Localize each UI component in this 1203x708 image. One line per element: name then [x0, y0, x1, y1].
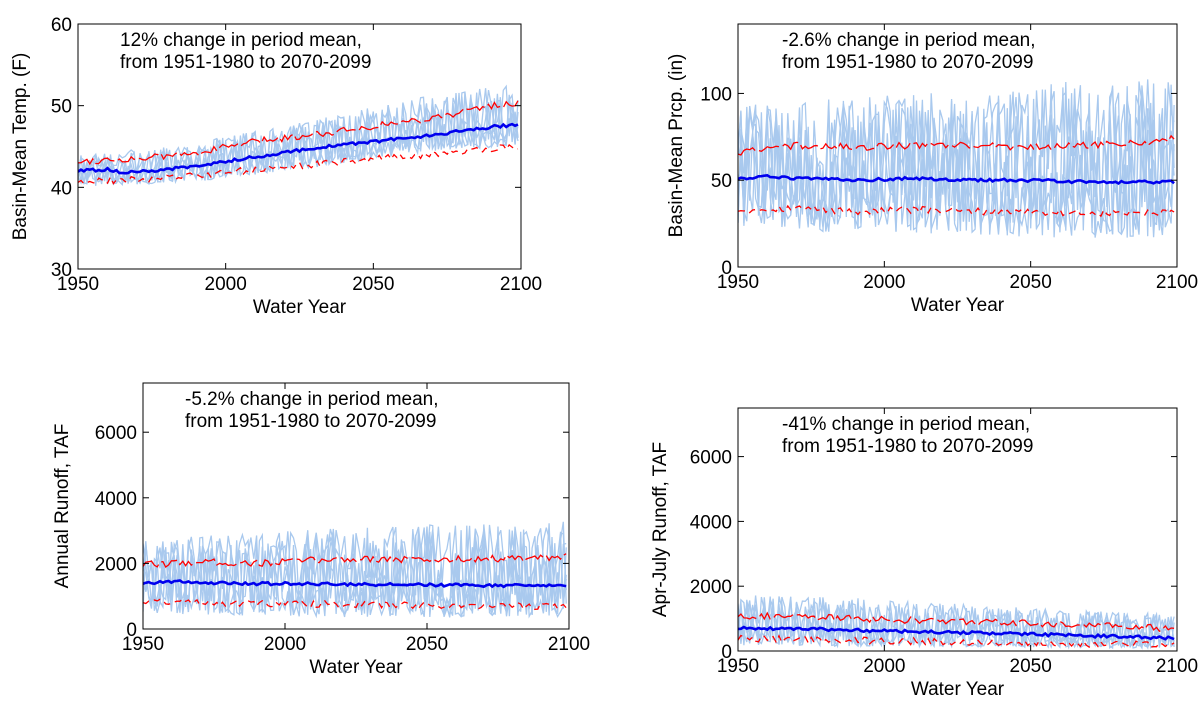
y-tick-label: 0	[721, 642, 732, 663]
plot-area	[738, 79, 1175, 238]
x-tick-label: 1950	[717, 272, 759, 293]
series-line-lower	[738, 204, 1175, 218]
x-tick-label: 2050	[406, 634, 448, 655]
annotation-text: -41% change in period mean, from 1951-198…	[782, 414, 1033, 457]
x-tick-label: 2100	[548, 634, 590, 655]
y-tick-label: 100	[700, 84, 732, 105]
x-tick-label: 2000	[863, 656, 905, 677]
series-line-median	[738, 625, 1175, 641]
y-axis-label: Apr-July Runoff, TAF	[650, 442, 671, 617]
plot-frame	[737, 407, 1178, 652]
series-line-lower	[78, 143, 519, 185]
y-tick-label: 50	[711, 171, 732, 192]
y-tick-label: 40	[51, 178, 72, 199]
ensemble-member-line	[738, 89, 1175, 238]
x-tick-label: 2050	[1010, 272, 1052, 293]
plot-area	[78, 84, 519, 186]
series-line-upper	[738, 611, 1175, 633]
plot-frame	[77, 23, 522, 270]
y-tick-label: 2000	[95, 554, 137, 575]
series-line-median	[78, 122, 519, 175]
plot-area	[738, 595, 1175, 650]
x-axis-label: Water Year	[309, 657, 403, 678]
x-axis-label: Water Year	[911, 679, 1005, 700]
y-tick-label: 0	[126, 620, 137, 641]
y-tick-label: 4000	[690, 512, 732, 533]
plot-area	[143, 521, 567, 619]
x-tick-label: 2100	[1156, 656, 1198, 677]
series-line-median	[738, 173, 1175, 185]
x-tick-label: 1950	[717, 656, 759, 677]
chart-panel-2: 1950 2000 2050 2100 0 50 100 Water Year Basin-Me…	[666, 23, 1198, 316]
y-tick-label: 6000	[95, 423, 137, 444]
y-axis-label: Annual Runoff, TAF	[52, 424, 73, 589]
ensemble-member-line	[738, 596, 1175, 650]
chart-panel-1: 1950 2000 2050 2100 30 40 50 60 Water Year Basin-…	[10, 15, 542, 318]
y-axis-label: Basin-Mean Prcp. (in)	[666, 54, 687, 238]
annotation-text: -2.6% change in period mean, from 1951-19…	[782, 30, 1036, 73]
series-line-upper	[143, 553, 567, 568]
y-tick-label: 4000	[95, 489, 137, 510]
series-line-lower	[143, 598, 567, 611]
y-tick-label: 6000	[690, 448, 732, 469]
plot-frame	[142, 382, 570, 630]
x-axis-label: Water Year	[911, 295, 1005, 316]
x-tick-label: 2000	[205, 274, 247, 295]
y-tick-label: 0	[721, 258, 732, 279]
annotation-text: 12% change in period mean, from 1951-1980…	[120, 30, 371, 73]
chart-panel-3: 1950 2000 2050 2100 0 2000 4000 6000 Water Year A…	[52, 382, 590, 678]
x-tick-label: 2000	[863, 272, 905, 293]
ensemble-member-line	[143, 524, 567, 619]
ensemble-member-line	[78, 88, 519, 186]
x-tick-label: 2100	[1156, 272, 1198, 293]
x-tick-label: 2050	[1010, 656, 1052, 677]
x-tick-label: 2050	[352, 274, 394, 295]
plot-frame	[737, 23, 1178, 268]
y-tick-label: 30	[51, 260, 72, 281]
series-line-median	[143, 579, 567, 589]
annotation-text: -5.2% change in period mean, from 1951-19…	[185, 389, 439, 432]
x-axis-label: Water Year	[253, 297, 347, 318]
series-line-upper	[738, 134, 1175, 156]
series-line-upper	[78, 100, 519, 166]
x-tick-label: 2000	[264, 634, 306, 655]
y-tick-label: 50	[51, 97, 72, 118]
x-tick-label: 1950	[57, 274, 99, 295]
ensemble-member-line	[738, 79, 1175, 237]
y-tick-label: 2000	[690, 577, 732, 598]
x-tick-label: 1950	[122, 634, 164, 655]
series-line-lower	[738, 634, 1175, 648]
chart-panel-4: 1950 2000 2050 2100 0 2000 4000 6000 Water Year A…	[650, 407, 1198, 700]
y-tick-label: 60	[51, 15, 72, 36]
x-tick-label: 2100	[500, 274, 542, 295]
ensemble-member-line	[738, 596, 1175, 650]
y-axis-label: Basin-Mean Temp. (F)	[10, 53, 31, 241]
